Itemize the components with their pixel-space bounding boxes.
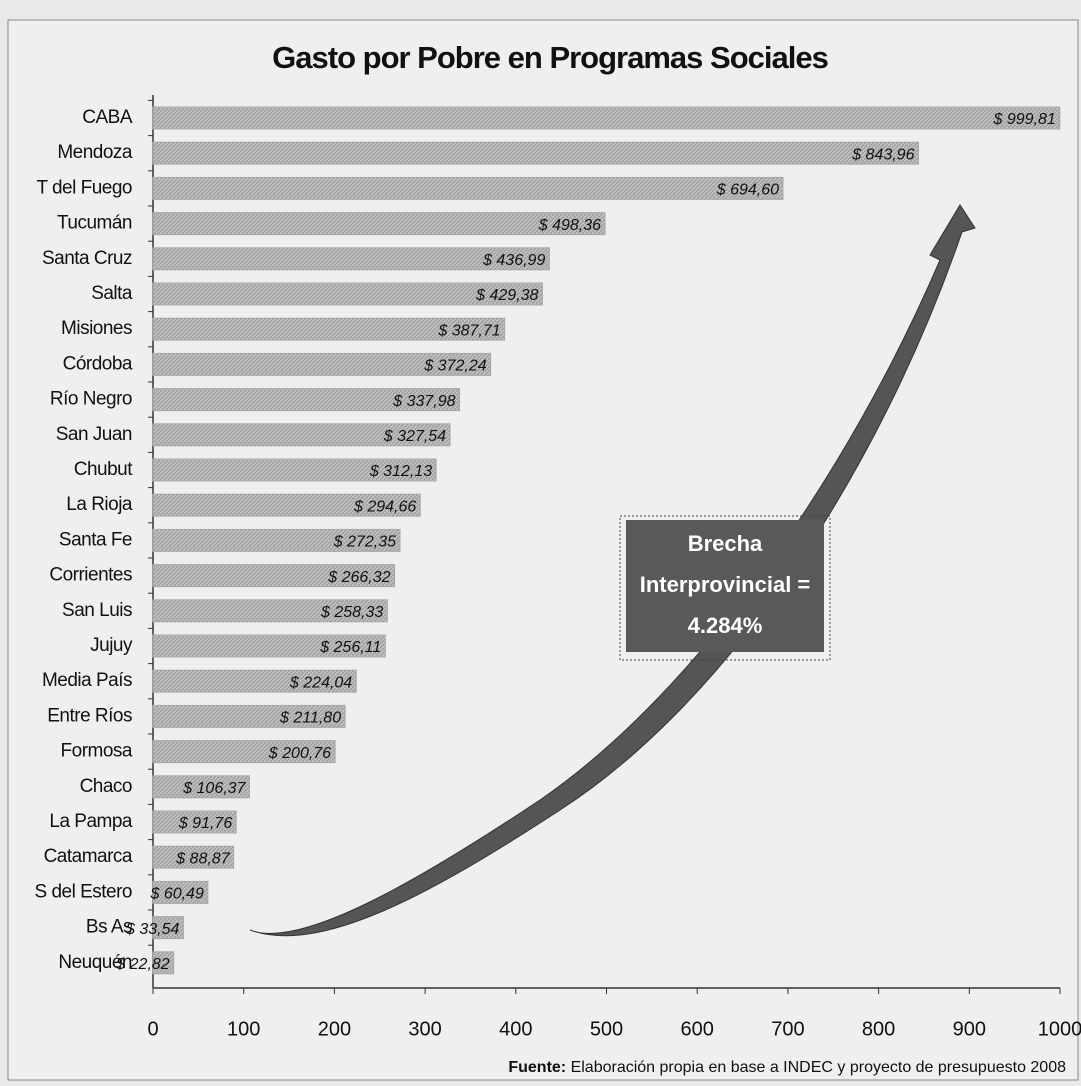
value-label: $ 211,80	[279, 710, 341, 727]
bar	[152, 317, 506, 341]
value-label: $ 258,33	[320, 604, 383, 621]
category-label: Catamarca	[44, 846, 133, 867]
category-label: Salta	[91, 283, 133, 304]
category-label: Río Negro	[50, 389, 132, 410]
value-label: $ 256,11	[319, 639, 381, 656]
annotation-line: Brecha	[688, 531, 763, 556]
bar	[152, 740, 336, 764]
category-label: Entre Ríos	[47, 705, 132, 726]
bar	[152, 669, 357, 693]
x-tick-label: 500	[590, 1018, 623, 1040]
x-tick-label: 400	[499, 1018, 532, 1040]
bar	[152, 458, 437, 482]
bar	[152, 352, 492, 376]
x-tick-label: 0	[147, 1018, 158, 1040]
category-label: Córdoba	[63, 353, 133, 374]
bar	[152, 388, 461, 412]
category-label: Bs As	[86, 917, 132, 938]
category-label: La Pampa	[49, 811, 133, 832]
source-text: Elaboración propia en base a INDEC y pro…	[571, 1059, 1067, 1076]
source: Fuente: Elaboración propia en base a IND…	[508, 1059, 1066, 1076]
value-label: $ 387,71	[437, 322, 500, 339]
category-label: Mendoza	[57, 142, 133, 163]
annotation-border	[619, 515, 831, 661]
bar	[152, 951, 175, 975]
value-label: $ 436,99	[482, 252, 545, 269]
category-label: La Rioja	[66, 494, 133, 515]
category-label: Misiones	[61, 318, 132, 339]
annotation-line: 4.284%	[688, 613, 763, 638]
category-label: Media País	[42, 670, 132, 691]
bar	[152, 704, 346, 728]
category-label: T del Fuego	[36, 177, 132, 198]
bar	[152, 176, 784, 200]
plot-area: 0 100 200 300 400 500 600 700 800 900 1000 CABA $ 99…	[35, 95, 1081, 1040]
bar	[152, 212, 606, 236]
bar	[152, 528, 401, 552]
bar	[152, 880, 209, 904]
category-label: San Juan	[56, 424, 132, 445]
value-label: $ 843,96	[851, 146, 914, 163]
value-label: $ 224,04	[289, 674, 352, 691]
x-tick-label: 600	[681, 1018, 714, 1040]
bar	[152, 423, 451, 447]
value-label: $ 22,82	[115, 956, 169, 973]
bar	[152, 916, 184, 940]
bar	[152, 106, 1061, 130]
x-tick-label: 1000	[1038, 1018, 1081, 1040]
bar	[152, 599, 388, 623]
category-label: Tucumán	[57, 213, 132, 234]
value-label: $ 498,36	[538, 217, 601, 234]
value-label: $ 327,54	[383, 428, 446, 445]
value-label: $ 999,81	[993, 111, 1056, 128]
bar	[152, 247, 550, 271]
chart-title: Gasto por Pobre en Programas Sociales	[272, 40, 828, 75]
category-label: Jujuy	[90, 635, 133, 656]
value-label: $ 60,49	[149, 886, 203, 903]
value-label: $ 91,76	[178, 815, 232, 832]
value-label: $ 337,98	[392, 393, 455, 410]
source-label: Fuente:	[508, 1059, 566, 1076]
category-label: Chubut	[74, 459, 133, 480]
bar	[152, 564, 396, 588]
value-label: $ 106,37	[182, 780, 246, 797]
value-label: $ 33,54	[125, 921, 179, 938]
x-tick-label: 900	[953, 1018, 986, 1040]
x-tick-label: 200	[318, 1018, 351, 1040]
value-label: $ 88,87	[175, 850, 230, 867]
bar	[152, 282, 543, 306]
category-label: Santa Cruz	[42, 248, 132, 269]
bar	[152, 810, 237, 834]
bar	[152, 634, 386, 658]
category-label: Formosa	[61, 741, 133, 762]
category-label: San Luis	[62, 600, 132, 621]
value-label: $ 272,35	[333, 534, 396, 551]
value-label: $ 294,66	[353, 498, 416, 515]
value-label: $ 312,13	[369, 463, 432, 480]
x-tick-label: 100	[227, 1018, 260, 1040]
category-label: Santa Fe	[59, 529, 132, 550]
x-tick-label: 700	[771, 1018, 804, 1040]
category-label: Corrientes	[49, 565, 132, 586]
value-label: $ 200,76	[268, 745, 331, 762]
category-label: CABA	[82, 107, 133, 128]
category-label: Neuquén	[58, 952, 132, 973]
category-label: Chaco	[80, 776, 132, 797]
value-label: $ 372,24	[423, 358, 486, 375]
bar	[152, 141, 919, 165]
x-tick-label: 300	[408, 1018, 441, 1040]
bar	[152, 845, 235, 869]
annotation-line: Interprovincial =	[640, 572, 811, 597]
value-label: $ 694,60	[716, 182, 779, 199]
bar	[152, 775, 250, 799]
x-tick-label: 800	[862, 1018, 895, 1040]
arrow	[249, 204, 976, 937]
value-label: $ 429,38	[475, 287, 538, 304]
bar	[152, 493, 421, 517]
category-label: S del Estero	[35, 881, 133, 902]
annotation-box	[626, 520, 824, 652]
value-label: $ 266,32	[327, 569, 390, 586]
